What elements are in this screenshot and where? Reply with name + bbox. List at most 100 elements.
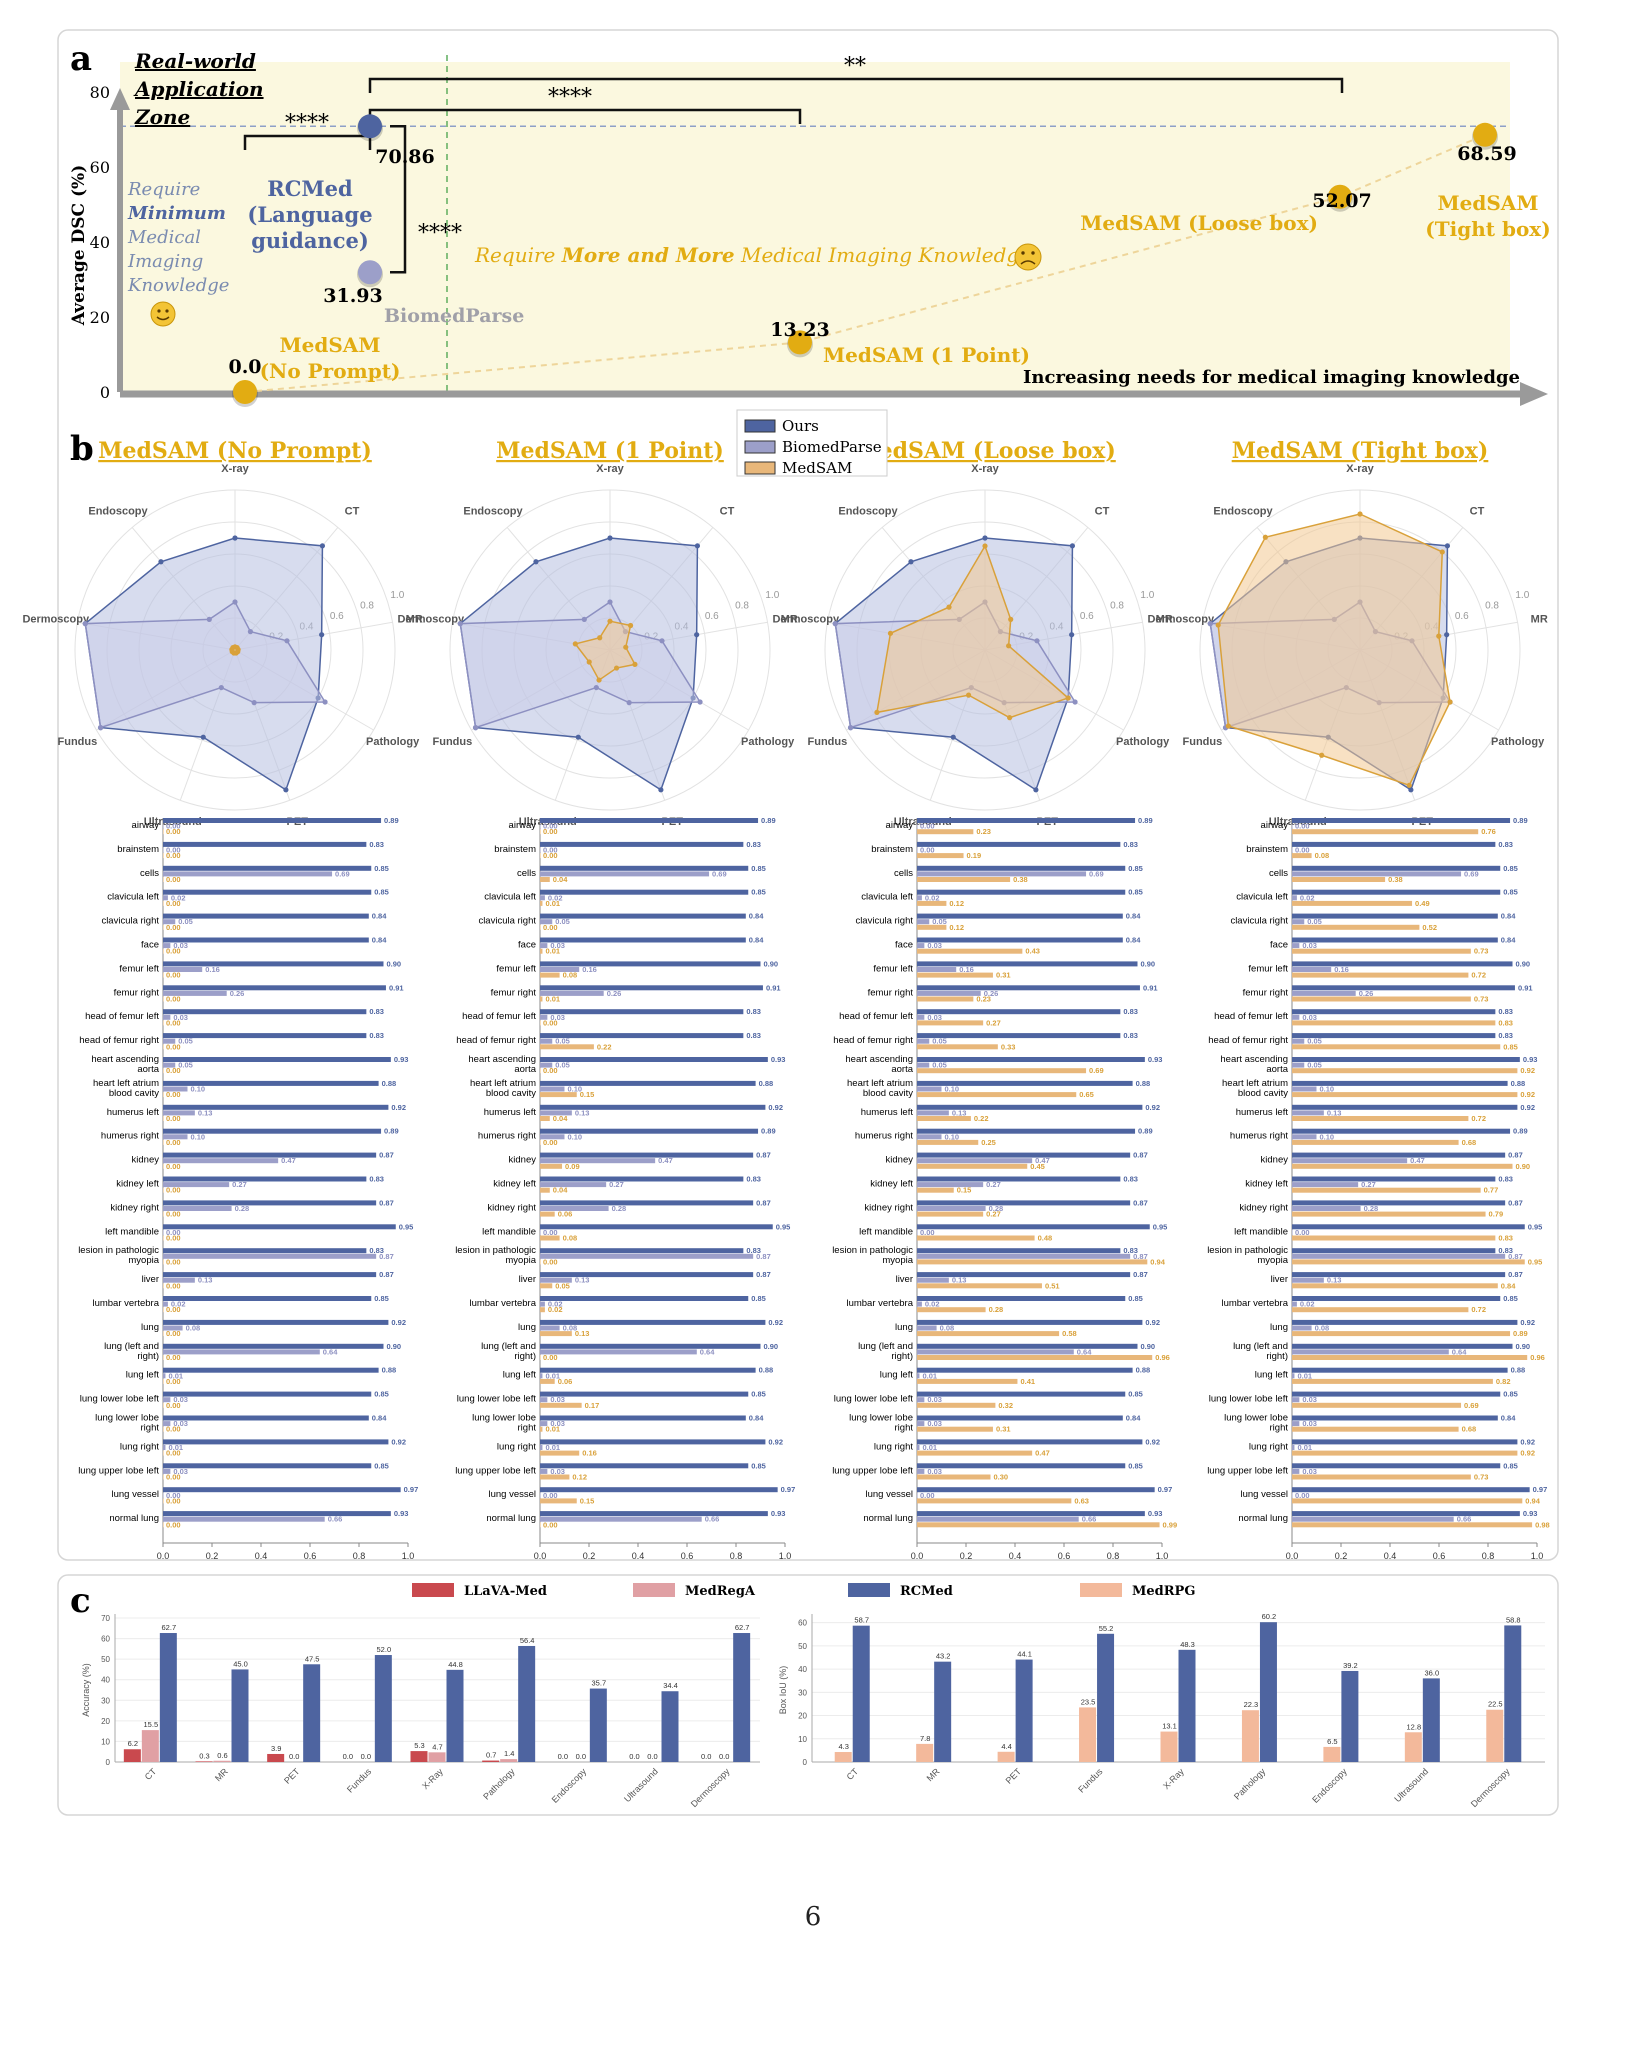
- radar-point-medsam: [613, 665, 620, 671]
- bar-value-label-biomedparse: 0.03: [927, 1395, 942, 1404]
- bar-value-label-medsam: 0.00: [166, 1234, 181, 1243]
- bar-value-label-medsam: 0.90: [1516, 1162, 1531, 1171]
- bar-biomedparse: [917, 919, 930, 925]
- radar-point-ours: [158, 559, 164, 565]
- bar-biomedparse: [163, 1373, 166, 1379]
- bar-biomedparse: [163, 895, 168, 901]
- category-label: heart ascending: [1220, 1054, 1288, 1065]
- bar-row-lung: lung 0.92 0.08 0.89: [1270, 1318, 1535, 1338]
- bar-row-clavicula-right: clavicula right 0.84 0.050.12: [855, 912, 1141, 932]
- bar-biomedparse: [540, 1445, 543, 1450]
- y-tick-label: 0: [100, 383, 110, 402]
- bar-biomedparse: [540, 1516, 702, 1522]
- bar-medsam: [163, 1259, 164, 1265]
- bar-row-kidney: kidney 0.87 0.47 0.00: [132, 1151, 394, 1171]
- bar-value-label-ours: 0.85: [1128, 1390, 1143, 1399]
- bar-value-label-biomedparse: 0.13: [1327, 1276, 1342, 1285]
- bar-value-label-medsam: 0.77: [1484, 1186, 1499, 1195]
- bar-row-lung: lung 0.92 0.080.13: [518, 1318, 783, 1338]
- bar-biomedparse: [163, 1325, 183, 1331]
- bar-value-label-ours: 0.87: [379, 1270, 394, 1279]
- significance-bracket-vertical: ****: [390, 125, 462, 274]
- bar-medsam: [163, 877, 164, 882]
- category-label: aorta: [891, 1064, 913, 1075]
- category-label: heart left atrium: [847, 1078, 913, 1089]
- legend-label-rcmed: RCMed: [900, 1584, 953, 1599]
- y-tick-label: 80: [90, 83, 110, 102]
- bar-medsam: [163, 1139, 164, 1145]
- panel-a-x-label: Increasing needs for medical imaging kno…: [1023, 367, 1520, 388]
- x-tick-label: 0.2: [206, 1551, 219, 1561]
- bar-value-label-medsam: 0.13: [575, 1329, 590, 1338]
- bar-ours: [1292, 865, 1501, 871]
- bar-value-label-medsam: 0.00: [166, 1425, 181, 1434]
- bar-value-label-medsam: 0.72: [1471, 971, 1486, 980]
- bar-ours: [917, 1104, 1143, 1110]
- bar-biomedparse: [163, 1014, 171, 1020]
- category-label: clavicula left: [484, 892, 536, 903]
- bar-medsam: [1292, 1116, 1469, 1121]
- category-label: heart left atrium: [93, 1078, 159, 1089]
- bar-value-label: 0.0: [701, 1752, 711, 1761]
- bar-value-label-ours: 0.87: [1508, 1198, 1523, 1207]
- bar-value-label-medsam: 0.82: [1496, 1377, 1511, 1386]
- bar-value-label-medsam: 0.95: [1528, 1257, 1543, 1266]
- bar-value-label-biomedparse: 0.13: [198, 1276, 213, 1285]
- bar-value-label-biomedparse: 0.00: [166, 822, 181, 831]
- bar-row-lung-left: lung left 0.88 0.010.06: [503, 1366, 773, 1386]
- radar-point-ours: [1069, 632, 1075, 638]
- bar-medsam: [917, 948, 1023, 954]
- bar-value-label-biomedparse: 0.87: [1133, 1252, 1148, 1261]
- bar-value-label-ours: 0.83: [1498, 1007, 1513, 1016]
- bar-value-label-ours: 0.92: [1145, 1103, 1160, 1112]
- radar-medsam-1-point: MedSAM (1 Point)0.20.40.60.81.0X-rayCTMR…: [397, 438, 797, 828]
- point-medsam-no-prompt: 0.0 MedSAM(No Prompt): [228, 333, 400, 407]
- category-label: head of femur right: [833, 1035, 913, 1046]
- bar-value-label-biomedparse: 0.02: [1300, 893, 1315, 902]
- bar-row-kidney-right: kidney right 0.87 0.28 0.79: [1239, 1198, 1522, 1218]
- radar-axis-label-endoscopy: Endoscopy: [838, 506, 898, 518]
- bar-value-label-ours: 0.89: [761, 816, 776, 825]
- category-label: lung vessel: [865, 1489, 913, 1500]
- bar-row-brainstem: brainstem 0.83 0.000.00: [494, 840, 761, 860]
- radar-point-medsam: [230, 644, 236, 651]
- bar-value-label-medsam: 0.17: [585, 1401, 600, 1410]
- bar-value-label-medsam: 0.76: [1481, 827, 1496, 836]
- bar-biomedparse: [1292, 943, 1300, 949]
- bar-ours: [540, 1511, 768, 1517]
- bar-value-label-biomedparse: 0.03: [173, 1419, 188, 1428]
- bar-value-label: 0.0: [629, 1752, 639, 1761]
- bar-ours: [917, 1057, 1145, 1062]
- panel-a-background: [57, 29, 1559, 1561]
- bar-value-label-medsam: 0.92: [1520, 1449, 1535, 1458]
- bar-value-label-biomedparse: 0.05: [178, 1037, 193, 1046]
- bar-row-head-of-femur-right: head of femur right 0.83 0.050.00: [79, 1031, 384, 1051]
- point-value-label: 52.07: [1312, 190, 1372, 212]
- category-label: lesion in pathologic: [455, 1245, 536, 1256]
- category-label: humerus right: [1230, 1131, 1288, 1142]
- category-label: lung: [895, 1322, 913, 1333]
- bar-ours: [163, 961, 384, 967]
- bar-biomedparse: [540, 990, 604, 996]
- radar-point-biomedparse: [206, 616, 212, 622]
- bar-value-label-biomedparse: 0.08: [1315, 1324, 1330, 1333]
- bar-ours: [540, 1296, 749, 1301]
- bar-value-label-medsam: 0.96: [1530, 1353, 1545, 1362]
- bar-value-label-biomedparse: 0.03: [1302, 1467, 1317, 1476]
- bar-value-label-ours: 0.83: [746, 1031, 761, 1040]
- bar-biomedparse: [1292, 847, 1293, 853]
- bar-medsam: [1292, 1355, 1528, 1360]
- radar-axis-label-pathology: Pathology: [1491, 736, 1545, 748]
- bar-value-label-ours: 0.84: [1126, 1414, 1141, 1423]
- radar-point-ours: [1444, 632, 1450, 638]
- bar-ours: [163, 1319, 389, 1325]
- bar-ours: [163, 889, 372, 895]
- bar-ours: [163, 1463, 372, 1469]
- category-label: lung left: [1255, 1370, 1289, 1381]
- bar-ours: [917, 1487, 1155, 1493]
- bar-value-label-biomedparse: 0.27: [1361, 1180, 1376, 1189]
- bar-value-label-ours: 0.87: [756, 1151, 771, 1160]
- bar-value-label-biomedparse: 0.13: [575, 1276, 590, 1285]
- bar-value-label: 0.7: [486, 1751, 496, 1760]
- bar-medsam: [540, 1068, 541, 1074]
